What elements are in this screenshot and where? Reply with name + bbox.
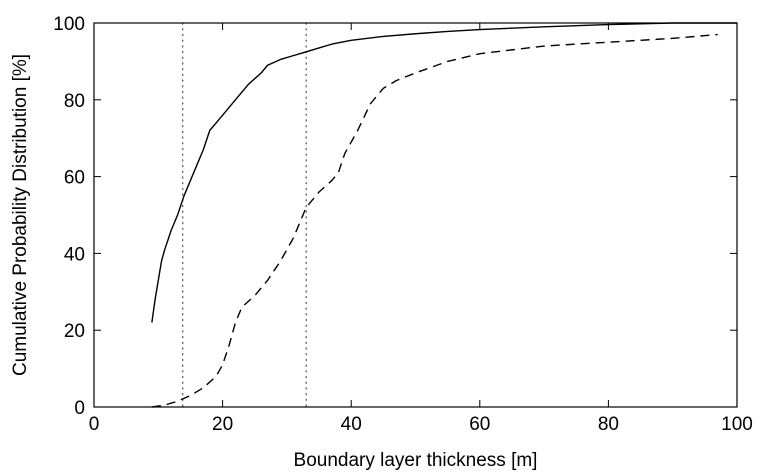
reference-lines — [182, 22, 307, 408]
y-tick-label-3: 60 — [64, 168, 85, 189]
x-tick-label-3: 60 — [469, 414, 490, 435]
y-axis-label: Cumulative Probability Distribution [%] — [10, 54, 31, 376]
x-tick-label-0: 0 — [89, 414, 100, 435]
y-tick-label-1: 20 — [64, 321, 85, 342]
y-tick-label-0: 0 — [74, 398, 85, 419]
series-layer — [151, 22, 737, 408]
series-line-solid — [151, 22, 737, 323]
plot-frame — [93, 22, 738, 408]
x-tick-label-4: 80 — [598, 414, 619, 435]
y-tick-label-2: 40 — [64, 244, 85, 265]
series-line-dashed — [151, 33, 718, 408]
ticks: 0 20 40 60 80 100 0 20 40 60 80 100 — [53, 14, 753, 435]
x-tick-label-5: 100 — [721, 414, 753, 435]
y-tick-label-4: 80 — [64, 91, 85, 112]
y-tick-label-5: 100 — [53, 14, 85, 35]
x-tick-label-1: 20 — [212, 414, 233, 435]
x-axis-label: Boundary layer thickness [m] — [294, 450, 538, 471]
x-tick-label-2: 40 — [341, 414, 362, 435]
